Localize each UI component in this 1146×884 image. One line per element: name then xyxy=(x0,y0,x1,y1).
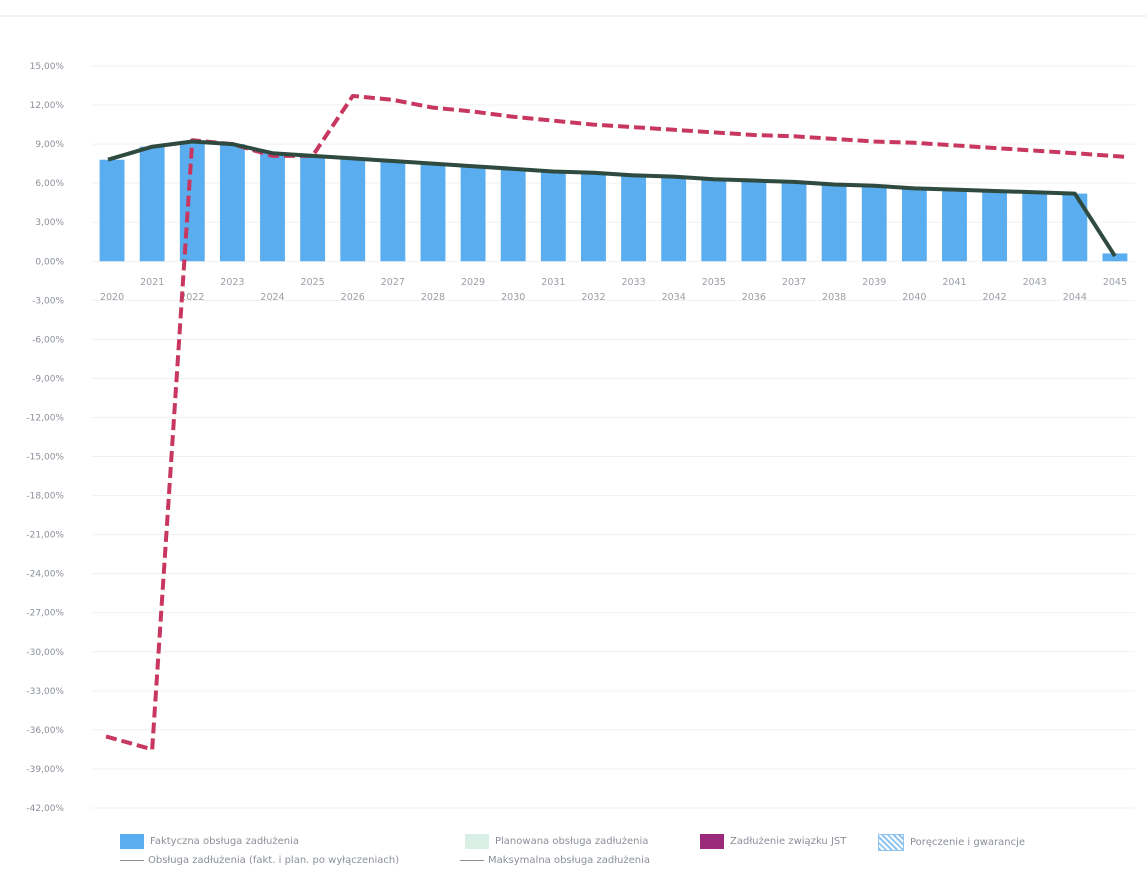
x-axis: 2020 2021 2022 2023 2024 2025 2026 2027 2028 2029… xyxy=(100,277,1127,303)
y-tick-label: -42,00% xyxy=(26,804,64,814)
x-tick-label: 2032 xyxy=(581,292,605,303)
legend-swatch-guarantees xyxy=(878,834,904,851)
bar xyxy=(581,172,606,262)
x-tick-label: 2040 xyxy=(902,292,926,303)
y-tick-label: -6,00% xyxy=(32,335,64,345)
y-tick-label: -39,00% xyxy=(26,765,64,775)
max-debt-service-line xyxy=(105,93,1130,752)
bar xyxy=(380,161,406,262)
legend-item-planned[interactable]: Planowana obsługa zadłużenia xyxy=(465,834,648,849)
x-tick-label: 2028 xyxy=(421,292,445,303)
x-tick-label: 2024 xyxy=(260,292,284,303)
legend-label-max-service: Maksymalna obsługa zadłużenia xyxy=(488,855,651,866)
debt-service-line xyxy=(107,139,1117,258)
bars xyxy=(99,142,1128,262)
legend-line-debt-service xyxy=(120,860,144,861)
x-tick-label: 2044 xyxy=(1063,292,1087,303)
legend: Faktyczna obsługa zadłużenia Planowana o… xyxy=(120,834,1120,878)
bar xyxy=(1022,192,1048,262)
bar xyxy=(942,189,967,262)
legend-label-union-debt: Zadłużenie związku JST xyxy=(730,836,847,847)
x-tick-label: 2042 xyxy=(983,292,1007,303)
y-tick-label: -18,00% xyxy=(26,492,64,502)
y-tick-label: 6,00% xyxy=(35,179,64,189)
x-tick-label: 2025 xyxy=(301,277,325,288)
bar xyxy=(540,171,566,262)
bar xyxy=(901,188,927,262)
bar xyxy=(500,168,526,262)
x-tick-label: 2029 xyxy=(461,277,485,288)
y-axis: 15,00% 12,00% 9,00% 6,00% 3,00% 0,00% -3,00% -6… xyxy=(26,62,64,814)
y-tick-label: 0,00% xyxy=(35,257,64,267)
y-tick-label: -30,00% xyxy=(26,648,64,658)
x-tick-label: 2023 xyxy=(220,277,244,288)
legend-item-union-debt[interactable]: Zadłużenie związku JST xyxy=(700,834,846,849)
x-tick-label: 2037 xyxy=(782,277,806,288)
y-tick-label: 15,00% xyxy=(30,62,65,72)
bar xyxy=(179,142,205,262)
lines xyxy=(105,93,1130,752)
bar xyxy=(300,155,326,262)
y-tick-label: 3,00% xyxy=(35,218,64,228)
legend-item-max-service-line[interactable]: Maksymalna obsługa zadłużenia xyxy=(460,855,650,866)
bar xyxy=(661,176,687,262)
bar xyxy=(741,180,767,262)
y-tick-label: -15,00% xyxy=(26,453,64,463)
y-tick-label: -24,00% xyxy=(26,570,64,580)
x-tick-label: 2027 xyxy=(381,277,405,288)
bar xyxy=(701,179,727,262)
x-tick-label: 2038 xyxy=(822,292,846,303)
x-tick-label: 2031 xyxy=(541,277,565,288)
y-tick-label: -3,00% xyxy=(32,296,64,306)
bar xyxy=(621,175,646,262)
legend-label-planned: Planowana obsługa zadłużenia xyxy=(495,836,649,847)
y-tick-label: -33,00% xyxy=(26,687,64,697)
legend-swatch-planned xyxy=(465,834,489,849)
bar xyxy=(420,163,446,262)
gridlines xyxy=(92,65,1135,809)
bar xyxy=(1102,253,1128,262)
x-tick-label: 2020 xyxy=(100,292,124,303)
bar xyxy=(340,158,366,262)
y-tick-label: -12,00% xyxy=(26,413,64,423)
bar xyxy=(139,146,165,262)
legend-item-debt-service-line[interactable]: Obsługa zadłużenia (fakt. i plan. po wył… xyxy=(120,855,399,866)
y-tick-label: -36,00% xyxy=(26,726,64,736)
bar xyxy=(99,159,125,262)
legend-label-debt-service: Obsługa zadłużenia (fakt. i plan. po wył… xyxy=(148,855,400,866)
bar xyxy=(821,184,847,262)
x-tick-label: 2043 xyxy=(1023,277,1047,288)
y-tick-label: 9,00% xyxy=(35,140,64,150)
legend-item-actual[interactable]: Faktyczna obsługa zadłużenia xyxy=(120,834,299,849)
x-tick-label: 2026 xyxy=(341,292,365,303)
bar xyxy=(460,166,486,262)
x-tick-label: 2036 xyxy=(742,292,766,303)
legend-line-max-service xyxy=(460,860,484,861)
y-tick-label: -27,00% xyxy=(26,609,64,619)
y-tick-label: -9,00% xyxy=(32,374,64,384)
x-tick-label: 2035 xyxy=(702,277,726,288)
legend-swatch-union-debt xyxy=(700,834,724,849)
x-tick-label: 2039 xyxy=(862,277,886,288)
x-tick-label: 2041 xyxy=(942,277,966,288)
bar xyxy=(219,144,245,262)
x-tick-label: 2022 xyxy=(180,292,204,303)
x-tick-label: 2034 xyxy=(662,292,686,303)
y-tick-label: 12,00% xyxy=(30,101,65,111)
bar xyxy=(982,190,1008,262)
x-tick-label: 2021 xyxy=(140,277,164,288)
x-tick-label: 2033 xyxy=(621,277,645,288)
legend-item-guarantees[interactable]: Poręczenie i gwarancje xyxy=(878,834,1025,851)
x-tick-label: 2030 xyxy=(501,292,525,303)
bar xyxy=(861,185,887,262)
bar xyxy=(781,181,807,262)
legend-label-actual: Faktyczna obsługa zadłużenia xyxy=(150,836,300,847)
legend-swatch-actual xyxy=(120,834,144,849)
bar xyxy=(260,153,285,262)
x-tick-label: 2045 xyxy=(1103,277,1127,288)
y-tick-label: -21,00% xyxy=(26,531,64,541)
legend-label-guarantees: Poręczenie i gwarancje xyxy=(910,837,1026,848)
